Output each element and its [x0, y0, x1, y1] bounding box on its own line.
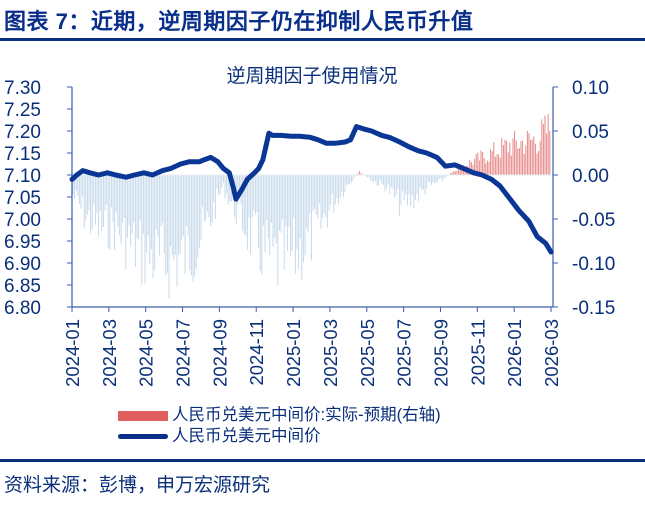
legend: 人民币兑美元中间价:实际-预期(右轴) 人民币兑美元中间价 — [118, 405, 441, 447]
chart-title: 逆周期因子使用情况 — [226, 65, 397, 87]
svg-text:7.05: 7.05 — [4, 188, 41, 209]
svg-text:2025-11: 2025-11 — [467, 319, 488, 386]
legend-label-bar: 人民币兑美元中间价:实际-预期(右轴) — [172, 406, 441, 424]
svg-text:7.10: 7.10 — [4, 166, 41, 187]
svg-text:2024-05: 2024-05 — [136, 319, 157, 387]
line-series-cny-fixing — [69, 124, 554, 255]
footer-rule — [0, 459, 645, 462]
svg-text:2026-03: 2026-03 — [541, 319, 562, 387]
title-underline — [0, 38, 645, 41]
svg-text:2024-01: 2024-01 — [62, 319, 83, 387]
svg-text:2024-09: 2024-09 — [209, 319, 230, 387]
svg-text:7.30: 7.30 — [4, 78, 41, 99]
legend-item-line: 人民币兑美元中间价 — [118, 426, 441, 447]
source-note: 资料来源：彭博，申万宏源研究 — [4, 475, 271, 496]
svg-text:2025-03: 2025-03 — [320, 319, 341, 387]
svg-text:2026-01: 2026-01 — [504, 319, 525, 387]
svg-text:7.15: 7.15 — [4, 144, 41, 165]
legend-label-line: 人民币兑美元中间价 — [172, 427, 321, 445]
svg-text:0.05: 0.05 — [572, 122, 609, 143]
svg-text:7.00: 7.00 — [4, 210, 41, 231]
legend-swatch-line-icon — [118, 434, 168, 439]
figure-title: 图表 7：近期，逆周期因子仍在抑制人民币升值 — [4, 9, 474, 34]
svg-text:7.25: 7.25 — [4, 100, 41, 121]
svg-text:2024-11: 2024-11 — [246, 319, 267, 386]
svg-text:0.10: 0.10 — [572, 78, 609, 99]
svg-text:7.20: 7.20 — [4, 122, 41, 143]
svg-text:2025-07: 2025-07 — [394, 319, 415, 387]
svg-text:-0.10: -0.10 — [572, 254, 615, 275]
bar-series-actual-minus-expected — [72, 114, 551, 299]
legend-swatch-bar-icon — [118, 410, 168, 421]
svg-text:-0.15: -0.15 — [572, 298, 615, 319]
svg-text:-0.05: -0.05 — [572, 210, 615, 231]
svg-text:6.85: 6.85 — [4, 276, 41, 297]
svg-text:2025-01: 2025-01 — [283, 319, 304, 387]
svg-text:0.00: 0.00 — [572, 166, 609, 187]
axes — [67, 86, 558, 312]
svg-text:6.80: 6.80 — [4, 298, 41, 319]
svg-text:6.95: 6.95 — [4, 232, 41, 253]
legend-item-bar: 人民币兑美元中间价:实际-预期(右轴) — [118, 405, 441, 426]
svg-text:2025-09: 2025-09 — [430, 319, 451, 387]
svg-text:2025-05: 2025-05 — [357, 319, 378, 387]
tick-labels: 7.307.257.207.157.107.057.006.956.906.85… — [4, 78, 615, 387]
svg-text:2024-07: 2024-07 — [173, 319, 194, 387]
svg-text:6.90: 6.90 — [4, 254, 41, 275]
svg-text:2024-03: 2024-03 — [99, 319, 120, 387]
